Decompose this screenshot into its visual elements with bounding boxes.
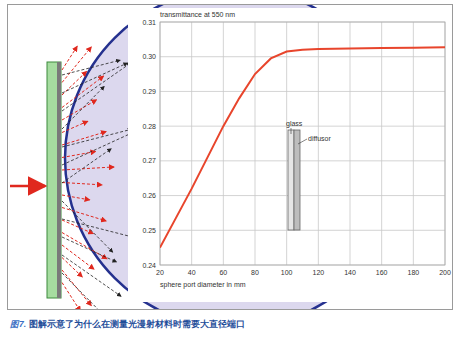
scatter-ray <box>62 152 95 158</box>
x-axis-label: sphere port diameter in mm <box>160 281 246 289</box>
escaping-ray <box>62 273 121 309</box>
scatter-ray <box>62 167 114 170</box>
x-tick-label: 160 <box>376 269 388 276</box>
escaping-ray <box>62 63 131 111</box>
incident-beam <box>10 185 45 188</box>
grid-line <box>160 160 445 161</box>
scatter-ray <box>62 76 103 107</box>
annotation: glass <box>286 120 303 128</box>
transmittance-line <box>160 47 445 247</box>
diffuser-layer <box>57 62 61 298</box>
y-tick-label: 0.27 <box>142 157 156 164</box>
grid-line <box>160 230 445 231</box>
scatter-ray <box>62 245 94 269</box>
annotation-pointer <box>291 128 292 134</box>
y-tick-label: 0.28 <box>142 123 156 130</box>
scatter-ray <box>62 283 80 310</box>
caption: 图7.图解示意了为什么在测量光漫射材料时需要大直径端口 <box>10 319 245 329</box>
grid-line <box>191 22 192 265</box>
grid-line <box>160 91 445 92</box>
chart-panel <box>128 8 450 302</box>
scatter-ray <box>62 47 91 83</box>
scatter-ray <box>62 195 90 200</box>
grid-line <box>160 56 445 57</box>
plot-frame <box>160 22 445 265</box>
x-tick-label: 140 <box>344 269 356 276</box>
grid-line <box>223 22 224 265</box>
escaping-ray <box>62 149 111 183</box>
scatter-ray <box>62 208 106 221</box>
escaping-ray <box>62 60 120 75</box>
grid-line <box>318 22 319 265</box>
caption-number: 图7. <box>10 319 26 329</box>
x-tick-label: 120 <box>312 269 324 276</box>
x-tick-label: 180 <box>407 269 419 276</box>
x-tick-label: 20 <box>156 269 164 276</box>
caption-text: 图解示意了为什么在测量光漫射材料时需要大直径端口 <box>29 319 245 329</box>
escaping-ray <box>62 63 127 93</box>
grid-line <box>381 22 382 265</box>
y-tick-label: 0.31 <box>142 19 156 26</box>
y-tick-label: 0.26 <box>142 192 156 199</box>
scatter-ray <box>62 100 97 120</box>
y-tick-label: 0.29 <box>142 88 156 95</box>
x-tick-label: 80 <box>251 269 259 276</box>
escaping-ray <box>62 201 113 252</box>
annotation-pointer <box>298 139 307 144</box>
glass-bar <box>288 130 294 230</box>
grid-line <box>255 22 256 265</box>
scatter-ray <box>62 183 102 185</box>
grid-line <box>286 22 287 265</box>
y-tick-label: 0.24 <box>142 262 156 269</box>
x-tick-label: 200 <box>439 269 451 276</box>
scatter-ray <box>62 132 106 145</box>
grid-line <box>160 195 445 196</box>
series-group <box>160 47 445 247</box>
escaping-ray <box>62 130 138 165</box>
grid-line <box>413 22 414 265</box>
x-tick-label: 40 <box>188 269 196 276</box>
chart-title: transmittance at 550 nm <box>160 11 235 18</box>
escaping-ray <box>62 237 117 262</box>
x-tick-label: 60 <box>219 269 227 276</box>
x-tick-label: 100 <box>281 269 293 276</box>
sample <box>47 62 61 298</box>
figure: transmittance at 550 nm 0.24 0.25 0.26 0.27 0… <box>0 0 460 364</box>
scatter-ray <box>62 121 88 132</box>
escaping-ray <box>62 255 121 296</box>
escaping-ray <box>62 86 104 129</box>
y-tick-label: 0.30 <box>142 53 156 60</box>
grid-line <box>160 126 445 127</box>
grid-line <box>350 22 351 265</box>
diffusor-bar <box>294 130 300 230</box>
y-tick-label: 0.25 <box>142 227 156 234</box>
scatter-ray <box>62 220 93 234</box>
annotation: diffusor <box>308 135 331 142</box>
